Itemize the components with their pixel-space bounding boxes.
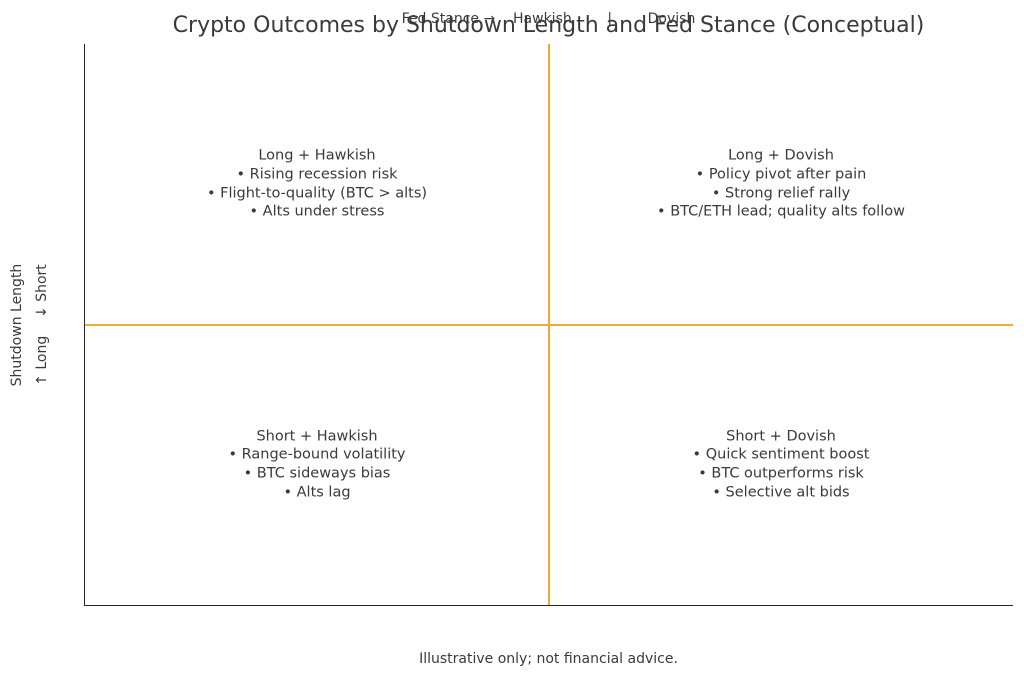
quadrant-heading: Long + Dovish (728, 147, 834, 164)
quadrant-bullet: Alts lag (228, 483, 405, 502)
quadrant-heading: Long + Hawkish (258, 147, 376, 164)
y-axis-label-line2: ↑ Long ↓ Short (34, 264, 50, 386)
quadrant-bullet: Quick sentiment boost (693, 446, 870, 465)
y-axis-label: Shutdown Length ↑ Long ↓ Short (5, 245, 55, 405)
quadrant-bullet: Flight-to-quality (BTC > alts) (207, 184, 427, 203)
quadrant-long-dovish: Long + Dovish Policy pivot after pain St… (657, 147, 905, 222)
quadrant-bullet: Strong relief rally (657, 184, 905, 203)
chart-title: Crypto Outcomes by Shutdown Length and F… (172, 13, 925, 38)
quadrant-long-hawkish: Long + Hawkish Rising recession risk Fli… (207, 147, 427, 222)
quadrant-bullet: Alts under stress (207, 203, 427, 222)
plot-area: Long + Hawkish Rising recession risk Fli… (84, 44, 1013, 606)
quadrant-bullet: Selective alt bids (693, 483, 870, 502)
horizontal-divider-line (85, 323, 1013, 326)
quadrant-short-dovish: Short + Dovish Quick sentiment boost BTC… (693, 427, 870, 502)
quadrant-heading: Short + Dovish (726, 428, 836, 445)
quadrant-bullet: BTC outperforms risk (693, 465, 870, 484)
quadrant-bullet: BTC sideways bias (228, 465, 405, 484)
quadrant-bullet: Policy pivot after pain (657, 166, 905, 185)
quadrant-heading: Short + Hawkish (256, 428, 378, 445)
quadrant-bullet: Range-bound volatility (228, 446, 406, 465)
quadrant-bullet: BTC/ETH lead; quality alts follow (657, 203, 905, 222)
quadrant-short-hawkish: Short + Hawkish Range-bound volatility B… (228, 427, 406, 502)
y-axis-label-line1: Shutdown Length (9, 263, 25, 387)
footnote: Illustrative only; not financial advice. (419, 651, 678, 667)
x-axis-top-label: Fed Stance → Hawkish | Dovish (401, 11, 696, 27)
quadrant-bullet: Rising recession risk (207, 166, 427, 185)
